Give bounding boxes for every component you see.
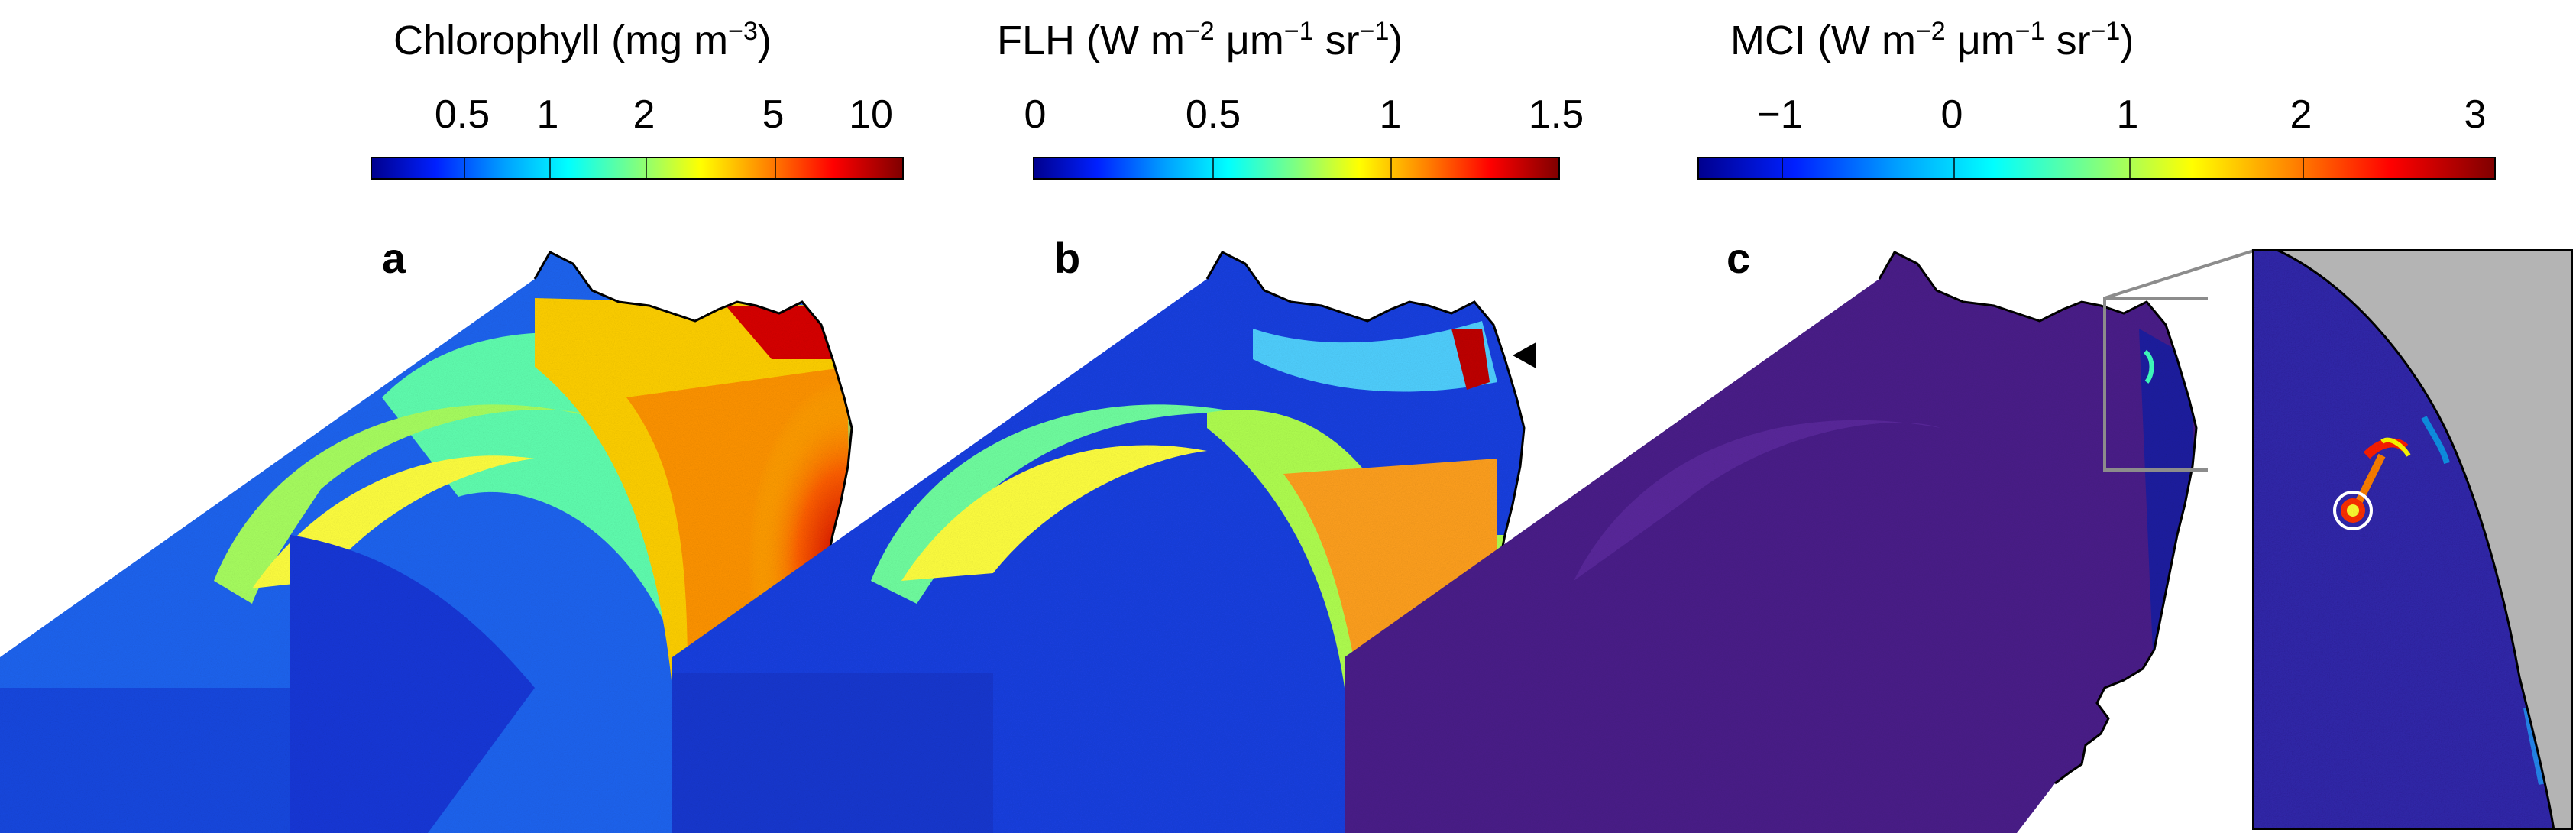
tick-label: 0: [1024, 92, 1047, 137]
coastline: [2274, 249, 2555, 830]
tick-label: 2: [2290, 92, 2312, 137]
colorbar-tick: [549, 158, 551, 178]
panel-label-b: b: [1054, 234, 1081, 282]
colorbar-tick: [646, 158, 647, 178]
panel-label-a: a: [382, 234, 406, 282]
coastline: [1878, 251, 2198, 785]
highlight-circle: [2333, 491, 2373, 530]
arrow-icon: [1513, 342, 1536, 368]
colorbar-title-mci: MCI (W m−2 μm−1 sr−1): [1730, 17, 2134, 63]
tick-label: 0.5: [1185, 92, 1241, 137]
colorbar-tick: [1390, 158, 1392, 178]
map-panel-c-mci: [1345, 251, 2208, 833]
colorbar-tick: [1953, 158, 1955, 178]
tick-label: 1: [536, 92, 559, 137]
tick-label: 1.5: [1528, 92, 1584, 137]
colorbar-mci: [1697, 157, 2496, 180]
colorbar-tick: [2129, 158, 2131, 178]
colorbar-tick: [2303, 158, 2304, 178]
colorbar-tick: [1212, 158, 1214, 178]
colorbar-title-flh: FLH (W m−2 μm−1 sr−1): [997, 17, 1403, 63]
tick-label: 10: [849, 92, 893, 137]
panel-label-c: c: [1727, 234, 1751, 282]
tick-label: 0.5: [434, 92, 490, 137]
tick-label: 5: [762, 92, 785, 137]
tick-label: 3: [2464, 92, 2487, 137]
tick-label: −1: [1757, 92, 1803, 137]
colorbar-flh: [1033, 157, 1560, 180]
tick-label: 0: [1940, 92, 1963, 137]
colorbar-title-chlorophyll: Chlorophyll (mg m−3): [393, 17, 772, 63]
tick-label: 2: [633, 92, 655, 137]
colorbar-tick: [1782, 158, 1783, 178]
colorbar-tick: [464, 158, 465, 178]
tick-label: 1: [2116, 92, 2139, 137]
inset-frame: [2252, 249, 2573, 830]
colorbar-chlorophyll: [371, 157, 904, 180]
tick-label: 1: [1379, 92, 1402, 137]
map-inset-zoom: [2252, 249, 2573, 830]
colorbar-tick: [775, 158, 776, 178]
